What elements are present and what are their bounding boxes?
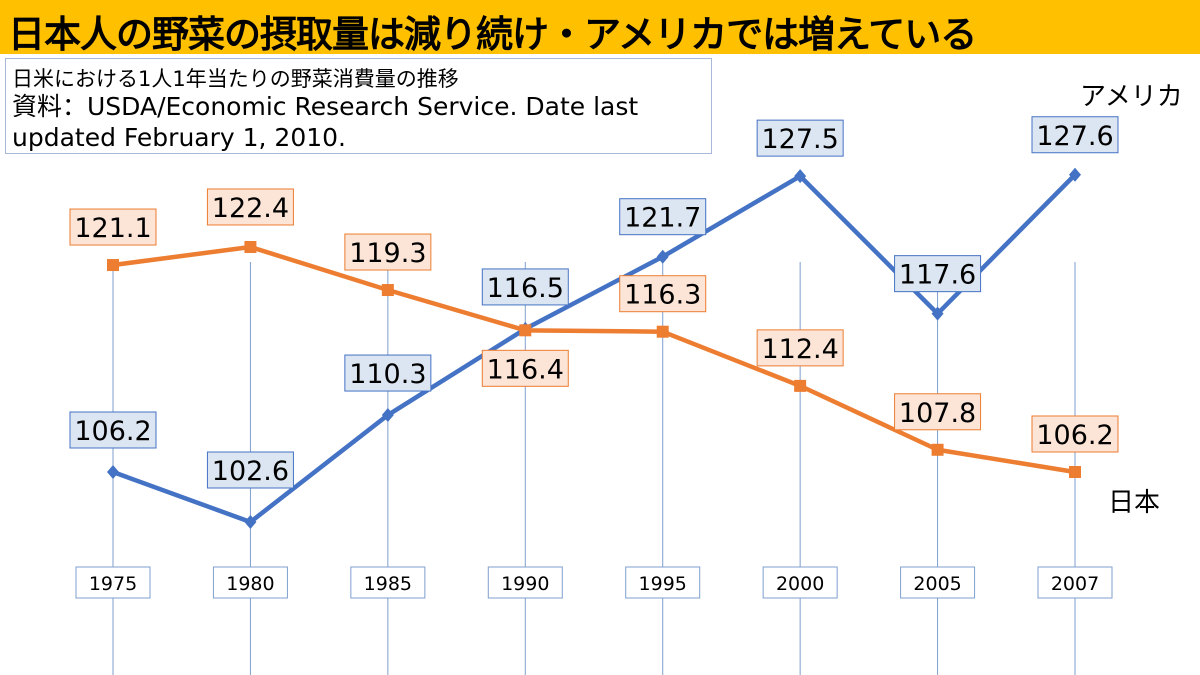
- data-label-usa: 106.2: [74, 416, 151, 447]
- data-point-usa: [381, 408, 394, 423]
- data-point-japan: [1069, 465, 1081, 478]
- data-label-box-usa: [756, 119, 844, 157]
- x-tick-box: [625, 566, 701, 599]
- data-point-usa: [794, 169, 807, 184]
- data-label-box-usa: [619, 198, 707, 236]
- data-point-usa: [1069, 167, 1081, 182]
- data-label-japan: 116.4: [487, 354, 564, 385]
- subtitle-box: 日米における1人1年当たりの野菜消費量の推移 資料：USDA/Economic …: [5, 58, 712, 154]
- series-name-usa: アメリカ: [1080, 82, 1183, 112]
- data-label-usa: 117.6: [899, 260, 976, 291]
- x-tick-box: [75, 566, 151, 599]
- data-label-box-japan: [619, 275, 707, 313]
- x-tick-label: 2000: [776, 573, 824, 595]
- x-tick-box: [350, 566, 426, 599]
- data-label-box-usa: [894, 255, 982, 293]
- data-label-usa: 121.7: [624, 203, 701, 234]
- data-point-japan: [244, 240, 257, 253]
- data-label-box-japan: [344, 233, 432, 271]
- data-label-japan: 112.4: [761, 334, 838, 365]
- data-label-usa: 102.6: [212, 456, 289, 487]
- x-tick-label: 2005: [913, 573, 961, 595]
- data-label-box-japan: [206, 188, 294, 226]
- data-point-usa: [656, 249, 669, 264]
- data-point-usa: [107, 464, 119, 479]
- data-label-box-usa: [481, 268, 569, 306]
- chart-subtitle: 日米における1人1年当たりの野菜消費量の推移: [12, 67, 459, 91]
- x-tick-box: [212, 566, 288, 599]
- data-point-japan: [381, 284, 394, 297]
- data-label-usa: 127.6: [1036, 121, 1113, 152]
- data-point-usa: [931, 306, 944, 321]
- page-title: 日本人の野菜の摂取量は減り続け・アメリカでは増えている: [8, 13, 977, 56]
- data-label-box-usa: [344, 354, 432, 392]
- data-label-japan: 107.8: [899, 398, 976, 429]
- data-point-japan: [519, 324, 532, 337]
- data-label-japan: 116.3: [624, 280, 701, 311]
- data-point-japan: [931, 443, 944, 456]
- x-tick-label: 2007: [1051, 573, 1099, 595]
- series-line-japan: [112, 244, 1076, 475]
- data-label-box-japan: [481, 349, 569, 387]
- data-label-usa: 110.3: [349, 359, 426, 390]
- data-label-box-usa: [206, 451, 294, 489]
- x-tick-label: 1995: [639, 573, 687, 595]
- data-label-box-usa: [1031, 116, 1119, 154]
- x-tick-label: 1985: [364, 573, 412, 595]
- data-label-japan: 106.2: [1036, 420, 1113, 451]
- series-name-japan: 日本: [1108, 488, 1161, 518]
- x-tick-box: [762, 566, 838, 599]
- x-tick-box: [900, 566, 976, 599]
- chart-source: 資料：USDA/Economic Research Service. Date …: [12, 92, 639, 152]
- data-point-usa: [244, 515, 257, 529]
- data-label-box-japan: [1031, 415, 1119, 453]
- data-label-japan: 119.3: [349, 238, 426, 269]
- x-tick-box: [487, 566, 563, 599]
- data-point-japan: [107, 259, 119, 272]
- data-label-box-japan: [69, 208, 157, 246]
- x-tick-label: 1980: [226, 573, 274, 595]
- data-label-box-usa: [69, 411, 157, 449]
- data-point-japan: [656, 325, 669, 338]
- title-bar: 日本人の野菜の摂取量は減り続け・アメリカでは増えている: [0, 0, 1200, 56]
- data-point-japan: [794, 379, 807, 392]
- data-label-usa: 127.5: [761, 124, 838, 155]
- x-tick-label: 1990: [501, 573, 549, 595]
- data-label-box-japan: [756, 329, 844, 367]
- data-label-japan: 121.1: [74, 213, 151, 244]
- data-label-usa: 116.5: [487, 273, 564, 304]
- x-tick-label: 1975: [89, 573, 137, 595]
- x-tick-box: [1037, 566, 1113, 599]
- data-label-box-japan: [894, 393, 982, 431]
- data-label-japan: 122.4: [212, 193, 289, 224]
